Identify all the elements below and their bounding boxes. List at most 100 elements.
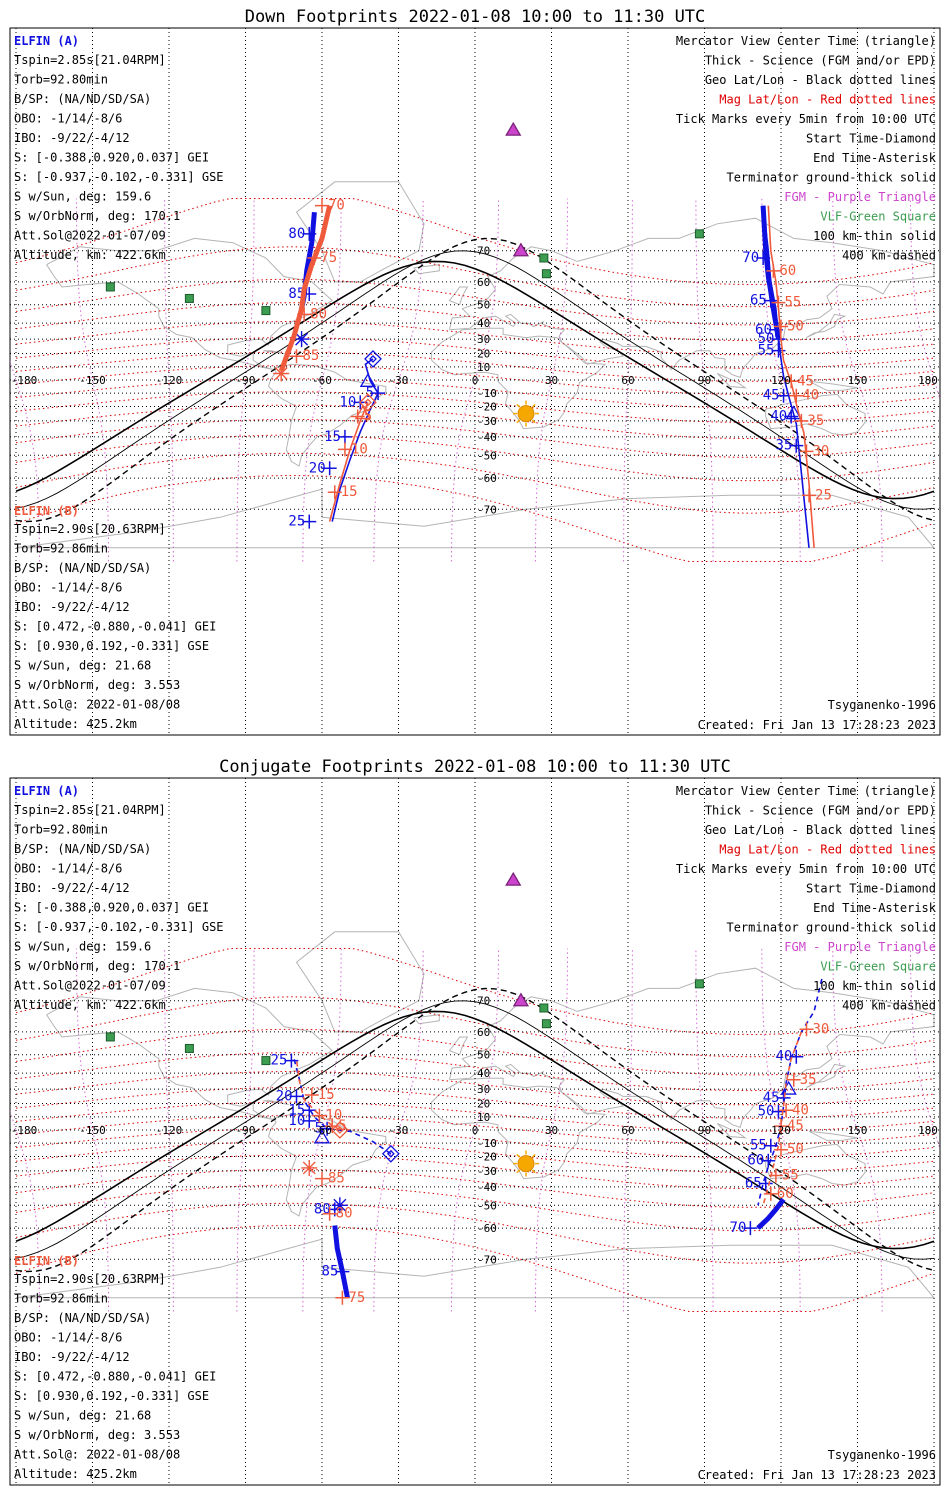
legend-entry: Start Time-Diamond	[806, 882, 936, 896]
x-tick-label: -60	[312, 374, 332, 387]
elfin-b-tick-label: 80	[310, 306, 327, 322]
elfin-b-end-asterisk	[301, 1159, 318, 1176]
x-tick-label: 0	[472, 1124, 479, 1137]
elfin-a-tick-label: 70	[730, 1220, 747, 1236]
terminator-100km	[15, 1000, 935, 1260]
elfin-a-tick-label: 5	[366, 385, 374, 401]
elfin-b-info-line: IBO: -9/22/-4/12	[14, 1350, 130, 1364]
y-tick-label: 60	[477, 1026, 490, 1039]
conjugate-footprints-panel: Conjugate Footprints 2022-01-08 10:00 to…	[0, 750, 950, 1500]
elfin-a-info-line: S: [-0.388,0.920,0.037] GEI	[14, 151, 209, 165]
legend-entry: FGM - Purple Triangle	[784, 940, 936, 954]
mag-lat-line	[15, 404, 935, 440]
coastline	[806, 313, 847, 339]
elfin-b-info-line: IBO: -9/22/-4/12	[14, 600, 130, 614]
sun-ray	[531, 403, 536, 408]
fgm-site-triangle	[512, 992, 530, 1007]
elfin-a-info-line: Torb=92.80min	[14, 73, 108, 87]
coastline	[431, 327, 607, 430]
x-tick-label: 60	[621, 374, 634, 387]
elfin-a-tick-mark	[302, 514, 317, 529]
x-tick-label: 0	[472, 374, 479, 387]
x-tick-label: -180	[11, 1124, 38, 1137]
created-timestamp: Created: Fri Jan 13 17:28:23 2023	[698, 718, 936, 732]
elfin-a-start-diamond	[381, 1144, 400, 1163]
elfin-a-tick-mark	[756, 250, 771, 265]
y-tick-label: 20	[477, 1097, 490, 1110]
elfin-a-tick-mark	[789, 1049, 804, 1064]
y-tick-label: -30	[477, 415, 497, 428]
elfin-a-info-line: OBO: -1/14/-8/6	[14, 112, 122, 126]
x-tick-label: 90	[698, 1124, 711, 1137]
y-tick-label: -60	[477, 1222, 497, 1235]
elfin-b-tick-label: 35	[807, 413, 824, 429]
elfin-a-info-line: Altitude, km: 422.6km	[14, 248, 166, 262]
down-footprints-map: Down Footprints 2022-01-08 10:00 to 11:3…	[9, 7, 941, 736]
elfin-a-tick-label: 50	[758, 1104, 775, 1120]
terminator-ground	[15, 260, 935, 500]
y-tick-label: -60	[477, 472, 497, 485]
elfin-a-science-segment	[332, 1225, 350, 1299]
y-tick-label: 70	[477, 245, 490, 258]
vlf-site-square	[694, 229, 704, 239]
elfin-b-tick-mark	[799, 1022, 814, 1037]
elfin-b-tick-mark	[337, 442, 352, 457]
elfin-a-tick-label: 5	[315, 1121, 323, 1137]
elfin-b-tick-label: 80	[336, 1206, 353, 1222]
panel-title: Conjugate Footprints 2022-01-08 10:00 to…	[219, 757, 731, 777]
legend-entry: Terminator ground-thick solid	[726, 921, 936, 935]
elfin-a-tick-label: 65	[750, 293, 767, 309]
mag-lon-line	[10, 1109, 41, 1312]
legend-entry: Mag Lat/Lon - Red dotted lines	[719, 843, 936, 857]
x-tick-label: -120	[156, 1124, 183, 1137]
elfin-b-info-line: Altitude: 425.2km	[14, 1467, 137, 1481]
legend-entry: FGM - Purple Triangle	[784, 190, 936, 204]
terminator-400km	[15, 237, 935, 523]
legend-entry: Mag Lat/Lon - Red dotted lines	[719, 93, 936, 107]
x-tick-label: -60	[312, 1124, 332, 1137]
legend-entry: 100 km-thin solid	[813, 229, 936, 243]
elfin-a-tick-mark	[322, 461, 337, 476]
coastline	[765, 393, 866, 436]
y-tick-label: -70	[477, 1253, 497, 1266]
elfin-b-info-line: S: [0.930,0.192,-0.331] GSE	[14, 1389, 209, 1403]
y-tick-label: -40	[477, 1181, 497, 1194]
elfin-b-info-line: S: [0.472,-0.880,-0.041] GEI	[14, 1370, 216, 1384]
vlf-site-square	[261, 1056, 271, 1066]
down-footprints-panel: Down Footprints 2022-01-08 10:00 to 11:3…	[9, 7, 941, 736]
legend-entry: Tick Marks every 5min from 10:00 UTC	[676, 862, 936, 876]
elfin-b-info-line: Torb=92.86min	[14, 542, 108, 556]
elfin-a-end-asterisk	[331, 1197, 348, 1214]
elfin-b-tick-label: 40	[792, 1102, 809, 1118]
y-tick-label: -10	[477, 1137, 497, 1150]
vlf-site-square	[105, 1032, 115, 1042]
elfin-a-info-line: S w/OrbNorm, deg: 170.1	[14, 209, 180, 223]
elfin-b-end-asterisk	[273, 365, 290, 382]
elfin-a-tick-label: 15	[288, 1102, 305, 1118]
y-tick-label: 70	[477, 995, 490, 1008]
elfin-b-info-line: B/SP: (NA/ND/SD/SA)	[14, 561, 151, 575]
panel-title: Down Footprints 2022-01-08 10:00 to 11:3…	[245, 7, 706, 27]
elfin-b-tick-label: 10	[325, 1108, 342, 1124]
y-tick-label: -10	[477, 387, 497, 400]
mag-lat-line	[15, 1101, 935, 1132]
elfin-a-title: ELFIN (A)	[14, 784, 79, 798]
x-tick-label: -180	[11, 374, 38, 387]
coastline	[448, 1036, 469, 1056]
elfin-b-tick-label: 55	[784, 295, 801, 311]
elfin-a-tick-mark	[743, 1221, 758, 1236]
elfin-b-info-line: B/SP: (NA/ND/SD/SA)	[14, 1311, 151, 1325]
elfin-b-tick-label: 55	[782, 1167, 799, 1183]
mag-lon-line	[164, 948, 174, 1312]
elfin-b-tick-mark	[304, 1087, 319, 1102]
elfin-a-tick-label: 40	[775, 1049, 792, 1065]
vlf-site-square	[541, 269, 551, 279]
elfin-b-tick-label: 75	[348, 1290, 365, 1306]
elfin-b-tick-label: 60	[779, 263, 796, 279]
elfin-a-tick-label: 70	[742, 250, 759, 266]
x-tick-label: 60	[621, 1124, 634, 1137]
elfin-a-tick-mark	[284, 1053, 299, 1068]
mag-lat-line	[15, 320, 935, 356]
x-tick-label: 150	[848, 1124, 868, 1137]
mag-lon-line	[695, 948, 714, 1312]
